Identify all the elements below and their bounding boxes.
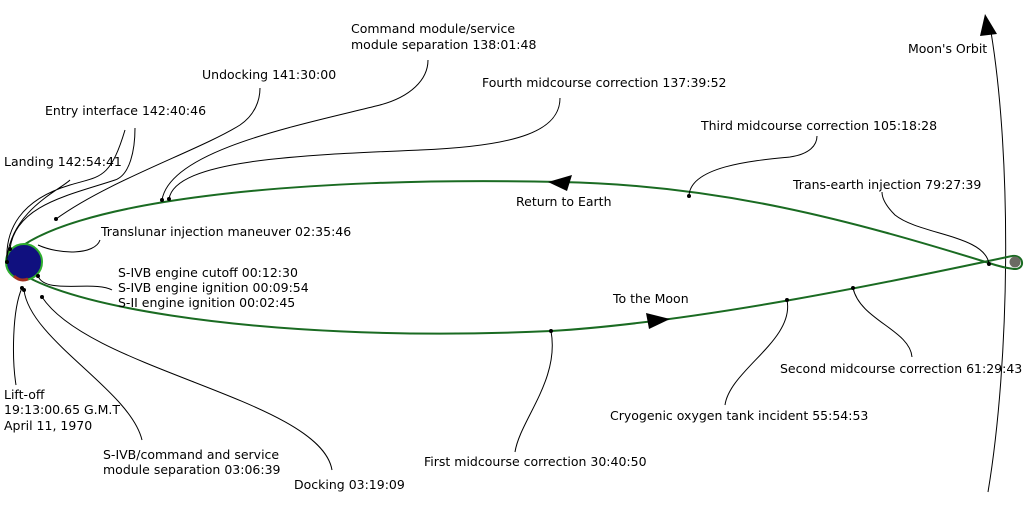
label-to-the-moon: To the Moon <box>612 291 689 306</box>
label-undocking: Undocking 141:30:00 <box>202 67 336 82</box>
launch-site-marker <box>12 274 29 282</box>
label-entry-interface: Entry interface 142:40:46 <box>45 103 206 118</box>
label-liftoff-line3: April 11, 1970 <box>4 418 92 433</box>
label-first-midcourse-correction: First midcourse correction 30:40:50 <box>424 454 647 469</box>
label-moons-orbit: Moon's Orbit <box>908 41 987 56</box>
label-cryogenic-oxygen-tank-incident: Cryogenic oxygen tank incident 55:54:53 <box>610 408 868 423</box>
label-cm-sm-separation-line1: Command module/service <box>351 21 515 36</box>
label-cm-sm-separation-line2: module separation 138:01:48 <box>351 37 536 52</box>
label-second-midcourse-correction: Second midcourse correction 61:29:43 <box>780 361 1022 376</box>
outbound-arrow-icon <box>646 313 670 329</box>
return-arrow-icon <box>548 175 572 191</box>
label-fourth-midcourse-correction: Fourth midcourse correction 137:39:52 <box>482 75 726 90</box>
moon <box>1009 256 1021 268</box>
label-sivb-csm-separation-line2: module separation 03:06:39 <box>103 462 281 477</box>
moon-loop <box>988 254 1023 270</box>
label-sivb-csm-separation-line1: S-IVB/command and service <box>103 447 279 462</box>
moon-orbit-line <box>987 31 1007 493</box>
label-docking: Docking 03:19:09 <box>294 477 405 492</box>
label-translunar-injection: Translunar injection maneuver 02:35:46 <box>100 224 351 239</box>
outbound-trajectory <box>7 255 1013 335</box>
label-liftoff-line2: 19:13:00.65 G.M.T <box>4 402 120 417</box>
moon-orbit-arrow-icon <box>980 14 997 36</box>
label-liftoff-line1: Lift-off <box>4 387 45 402</box>
label-sivb-ignition: S-IVB engine ignition 00:09:54 <box>118 280 309 295</box>
label-sii-ignition: S-II engine ignition 00:02:45 <box>118 295 295 310</box>
label-trans-earth-injection: Trans-earth injection 79:27:39 <box>792 177 981 192</box>
return-trajectory <box>7 180 990 264</box>
label-landing: Landing 142:54:41 <box>4 154 122 169</box>
leader-lines <box>6 59 990 471</box>
label-sivb-cutoff: S-IVB engine cutoff 00:12:30 <box>118 265 298 280</box>
label-return-to-earth: Return to Earth <box>516 194 612 209</box>
label-third-midcourse-correction: Third midcourse correction 105:18:28 <box>700 118 937 133</box>
